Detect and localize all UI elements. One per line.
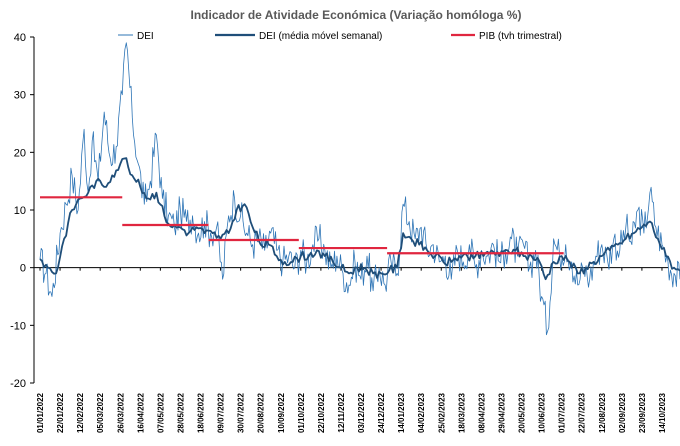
- legend-label: DEI (média móvel semanal): [259, 31, 382, 42]
- x-tick-label: 07/05/2022: [156, 392, 165, 433]
- y-tick-label: 30: [14, 90, 26, 102]
- x-tick-label: 02/09/2023: [618, 392, 627, 433]
- x-tick-label: 16/04/2022: [136, 392, 145, 433]
- x-tick-label: 03/12/2022: [357, 392, 366, 433]
- x-tick-label: 12/11/2022: [337, 392, 346, 432]
- y-tick-label: 10: [14, 205, 26, 217]
- x-tick-label: 18/06/2022: [197, 392, 206, 433]
- y-tick-label: -20: [10, 378, 26, 390]
- y-tick-label: 20: [14, 147, 26, 159]
- x-tick-label: 05/03/2022: [96, 392, 105, 433]
- x-tick-label: 12/02/2022: [76, 392, 85, 433]
- x-tick-label: 14/10/2023: [658, 392, 667, 433]
- x-tick-label: 01/07/2023: [558, 392, 567, 433]
- x-tick-label: 29/04/2023: [497, 392, 506, 433]
- x-tick-label: 04/02/2023: [417, 392, 426, 433]
- x-tick-label: 22/07/2023: [578, 392, 587, 433]
- legend: DEI DEI (média móvel semanal) PIB (tvh tri…: [118, 31, 562, 42]
- x-tick-label: 10/06/2023: [538, 392, 547, 433]
- x-tick-label: 20/05/2023: [518, 392, 527, 433]
- y-tick-label: 0: [20, 263, 26, 275]
- x-tick-label: 12/08/2023: [598, 392, 607, 433]
- x-tick-label: 26/03/2022: [116, 392, 125, 433]
- dei-series-line: [39, 42, 680, 336]
- y-tick-label: -10: [10, 320, 26, 332]
- legend-label: PIB (tvh trimestral): [479, 31, 562, 42]
- x-tick-label: 30/07/2022: [237, 392, 246, 433]
- x-tick-label: 28/05/2022: [176, 392, 185, 433]
- x-tick-label: 14/01/2023: [397, 392, 406, 433]
- x-tick-label: 23/09/2023: [638, 392, 647, 433]
- x-tick-label: 08/04/2023: [477, 392, 486, 433]
- x-tick-label: 09/07/2022: [217, 392, 226, 433]
- x-tick-label: 24/12/2022: [377, 392, 386, 433]
- x-tick-label: 22/01/2022: [56, 392, 65, 433]
- x-tick-label: 25/02/2023: [437, 392, 446, 433]
- x-tick-label: 20/08/2022: [257, 392, 266, 433]
- axes: -20 -10 0 10 20 30 40 01/01/2022 22/01/2022 12/02…: [10, 32, 668, 433]
- chart-title: Indicador de Atividade Económica (Variaç…: [191, 8, 522, 22]
- x-tick-label: 01/01/2022: [36, 392, 45, 433]
- x-tick-label: 22/10/2022: [317, 392, 326, 433]
- y-tick-label: 40: [14, 32, 26, 44]
- dei-moving-average-line: [39, 157, 680, 281]
- plot-area: [39, 42, 680, 336]
- legend-label: DEI: [137, 31, 154, 42]
- x-tick-label: 01/10/2022: [297, 392, 306, 433]
- x-tick-label: 10/09/2022: [277, 392, 286, 433]
- x-tick-label: 18/03/2023: [457, 392, 466, 433]
